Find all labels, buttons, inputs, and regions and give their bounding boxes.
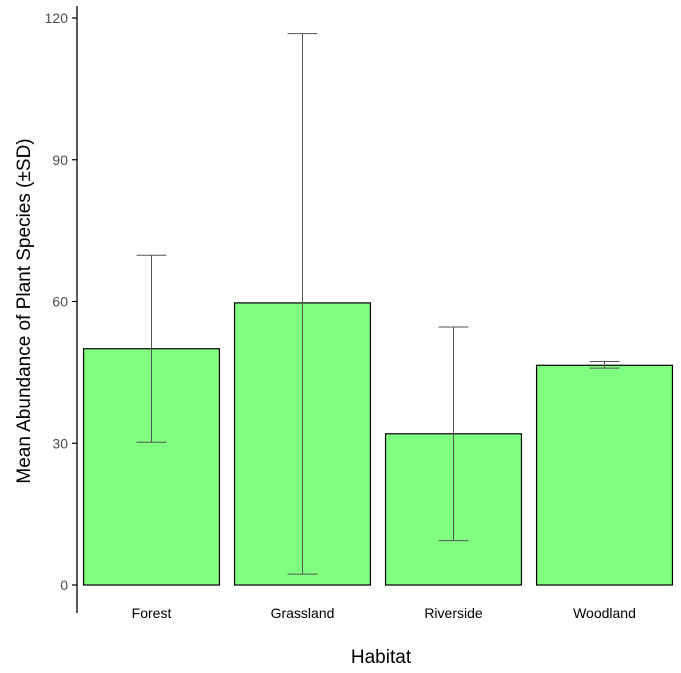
error-bars	[136, 33, 620, 575]
y-tick-label: 120	[45, 10, 69, 26]
x-tick-label: Grassland	[271, 605, 335, 621]
y-tick-label: 30	[52, 435, 68, 451]
bar-woodland	[535, 364, 674, 586]
x-tick-label: Woodland	[573, 605, 636, 621]
x-axis-title: Habitat	[351, 647, 412, 668]
bars	[82, 302, 674, 586]
x-tick-label: Forest	[132, 605, 172, 621]
y-tick-label: 0	[60, 577, 68, 593]
x-axis: Forest Grassland Riverside Woodland	[132, 605, 636, 621]
y-tick-label: 60	[52, 294, 68, 310]
y-axis-title: Mean Abundance of Plant Species (±SD)	[14, 138, 35, 483]
y-axis: 0 30 60 90 120	[45, 6, 78, 613]
x-tick-label: Riverside	[424, 605, 483, 621]
y-tick-label: 90	[52, 152, 68, 168]
